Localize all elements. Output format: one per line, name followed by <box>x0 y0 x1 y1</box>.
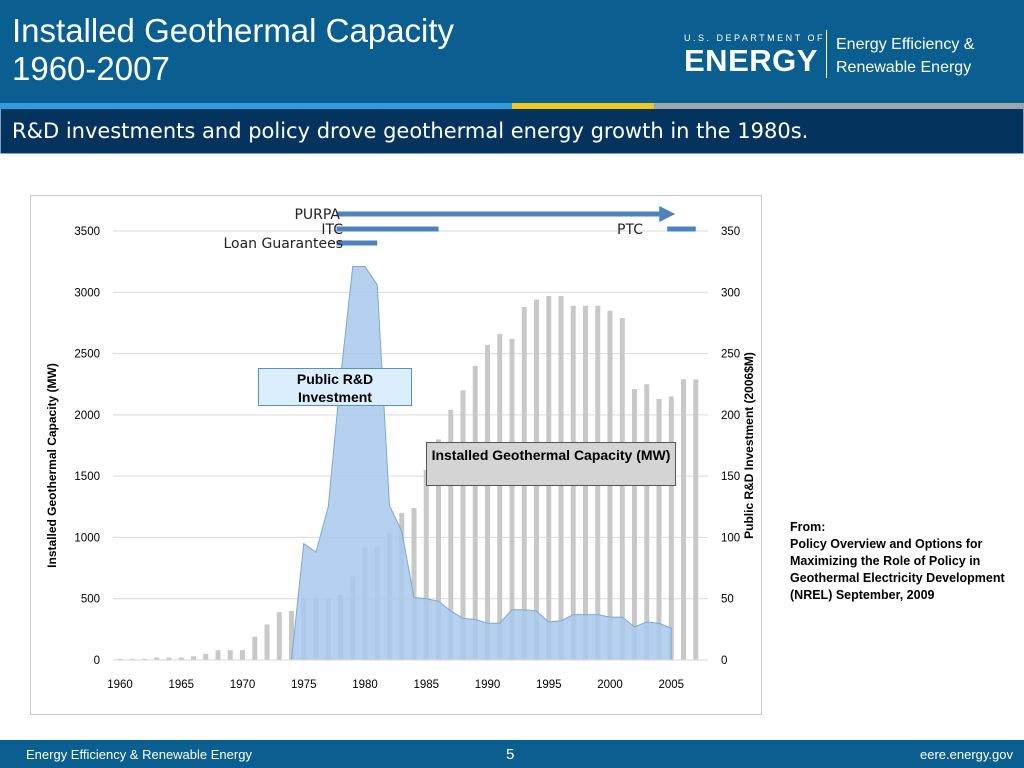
x-tick-label: 1975 <box>291 679 317 691</box>
title-line-2: 1960-2007 <box>12 50 170 87</box>
capacity-bar <box>240 650 245 660</box>
accent-stripe-yellow <box>512 103 654 109</box>
y-axis-title: Installed Geothermal Capacity (MW) <box>45 363 59 568</box>
y2-tick-label: 50 <box>721 594 734 606</box>
y2-tick-label: 300 <box>721 287 740 299</box>
x-tick-label: 2005 <box>658 679 684 691</box>
page-number: 5 <box>506 746 515 763</box>
footer-link[interactable]: eere.energy.gov <box>920 747 1013 762</box>
slide-title: Installed Geothermal Capacity 1960-2007 <box>12 12 454 88</box>
capacity-bar <box>289 610 294 660</box>
y2-tick-label: 100 <box>721 532 740 544</box>
capacity-bar <box>485 344 490 660</box>
x-tick-label: 1960 <box>107 679 133 691</box>
capacity-bar <box>509 338 515 660</box>
capacity-bar <box>632 389 637 660</box>
header-bar: Installed Geothermal Capacity 1960-2007 … <box>0 0 1024 103</box>
capacity-bar <box>460 390 466 660</box>
accent-stripe-blue <box>0 103 512 109</box>
source-from: From: <box>790 520 826 534</box>
y-tick-label: 2000 <box>74 410 100 422</box>
x-tick-label: 1970 <box>230 679 256 691</box>
y-tick-label: 1500 <box>74 471 100 483</box>
x-tick-label: 1985 <box>413 679 439 691</box>
policy-label: PTC <box>617 222 643 238</box>
subtitle-text: R&D investments and policy drove geother… <box>12 119 809 143</box>
capacity-bar <box>411 508 417 660</box>
footer-org: Energy Efficiency & Renewable Energy <box>26 747 252 762</box>
capacity-bar <box>681 379 686 660</box>
y2-tick-label: 200 <box>721 410 740 422</box>
capacity-bar <box>472 365 478 660</box>
policy-label: Loan Guarantees <box>223 236 343 252</box>
doe-logo-small: U.S. DEPARTMENT OF <box>684 33 826 43</box>
capacity-bar <box>668 396 674 660</box>
source-note: From: Policy Overview and Options for Ma… <box>790 519 1020 604</box>
y-tick-label: 2500 <box>74 349 100 361</box>
capacity-bar <box>656 398 662 660</box>
policy-label: PURPA <box>294 207 340 223</box>
logo-divider <box>826 30 827 78</box>
capacity-bar <box>252 636 258 660</box>
capacity-bar <box>644 384 650 660</box>
x-tick-label: 1980 <box>352 679 378 691</box>
capacity-bar <box>619 318 625 660</box>
x-tick-label: 2000 <box>597 679 623 691</box>
capacity-bar <box>227 650 233 660</box>
y2-tick-label: 150 <box>721 471 740 483</box>
rd-investment-label: Public R&D Investment <box>296 371 374 405</box>
eere-line-2: Renewable Energy <box>836 59 972 76</box>
capacity-bar <box>129 658 135 660</box>
policy-label: ITC <box>321 222 343 238</box>
capacity-label-box: Installed Geothermal Capacity (MW) <box>426 442 676 486</box>
rd-investment-label-box: Public R&D Investment <box>258 368 412 406</box>
capacity-bar <box>117 658 123 660</box>
y-tick-label: 500 <box>81 594 100 606</box>
source-date: (NREL) September, 2009 <box>790 588 935 602</box>
accent-stripe-gray <box>654 103 1024 109</box>
source-title: Policy Overview and Options for Maximizi… <box>790 537 1005 585</box>
y2-tick-label: 350 <box>721 226 740 238</box>
capacity-bar <box>178 657 184 660</box>
capacity-bar <box>693 379 699 660</box>
title-line-1: Installed Geothermal Capacity <box>12 12 455 49</box>
y-tick-label: 3500 <box>74 226 100 238</box>
capacity-bar <box>448 409 454 660</box>
y-tick-label: 3000 <box>74 287 100 299</box>
footer-bar: Energy Efficiency & Renewable Energy 5 e… <box>0 740 1024 768</box>
capacity-bar <box>264 624 270 660</box>
y2-tick-label: 0 <box>721 655 727 667</box>
subtitle-bar: R&D investments and policy drove geother… <box>0 109 1024 154</box>
eere-line-1: Energy Efficiency & <box>836 36 975 53</box>
x-tick-label: 1995 <box>536 679 562 691</box>
y2-axis-title: Public R&D Investment (2006$M) <box>742 352 756 539</box>
capacity-bar <box>276 612 282 660</box>
capacity-label: Installed Geothermal Capacity (MW) <box>431 447 671 463</box>
x-tick-label: 1990 <box>475 679 501 691</box>
capacity-bar <box>166 657 172 660</box>
capacity-bar <box>423 470 429 660</box>
capacity-bar <box>142 658 147 660</box>
capacity-bar <box>436 439 441 660</box>
y-tick-label: 1000 <box>74 532 100 544</box>
x-tick-label: 1965 <box>168 679 194 691</box>
capacity-bar <box>497 333 503 660</box>
y-tick-label: 0 <box>94 655 100 667</box>
doe-logo-big: ENERGY <box>684 43 818 78</box>
capacity-bar <box>215 650 221 660</box>
eere-logo-text: Energy Efficiency & Renewable Energy <box>836 33 974 79</box>
geothermal-chart: 0 500 1000 1500 2000 2500 3000 3500 0 50 100 150 200… <box>45 206 756 691</box>
capacity-bar <box>203 653 209 660</box>
capacity-bar <box>154 657 160 660</box>
capacity-bar <box>191 656 196 660</box>
rd-investment-area <box>290 266 672 661</box>
y2-tick-label: 250 <box>721 349 740 361</box>
policy-arrowhead <box>659 206 676 222</box>
